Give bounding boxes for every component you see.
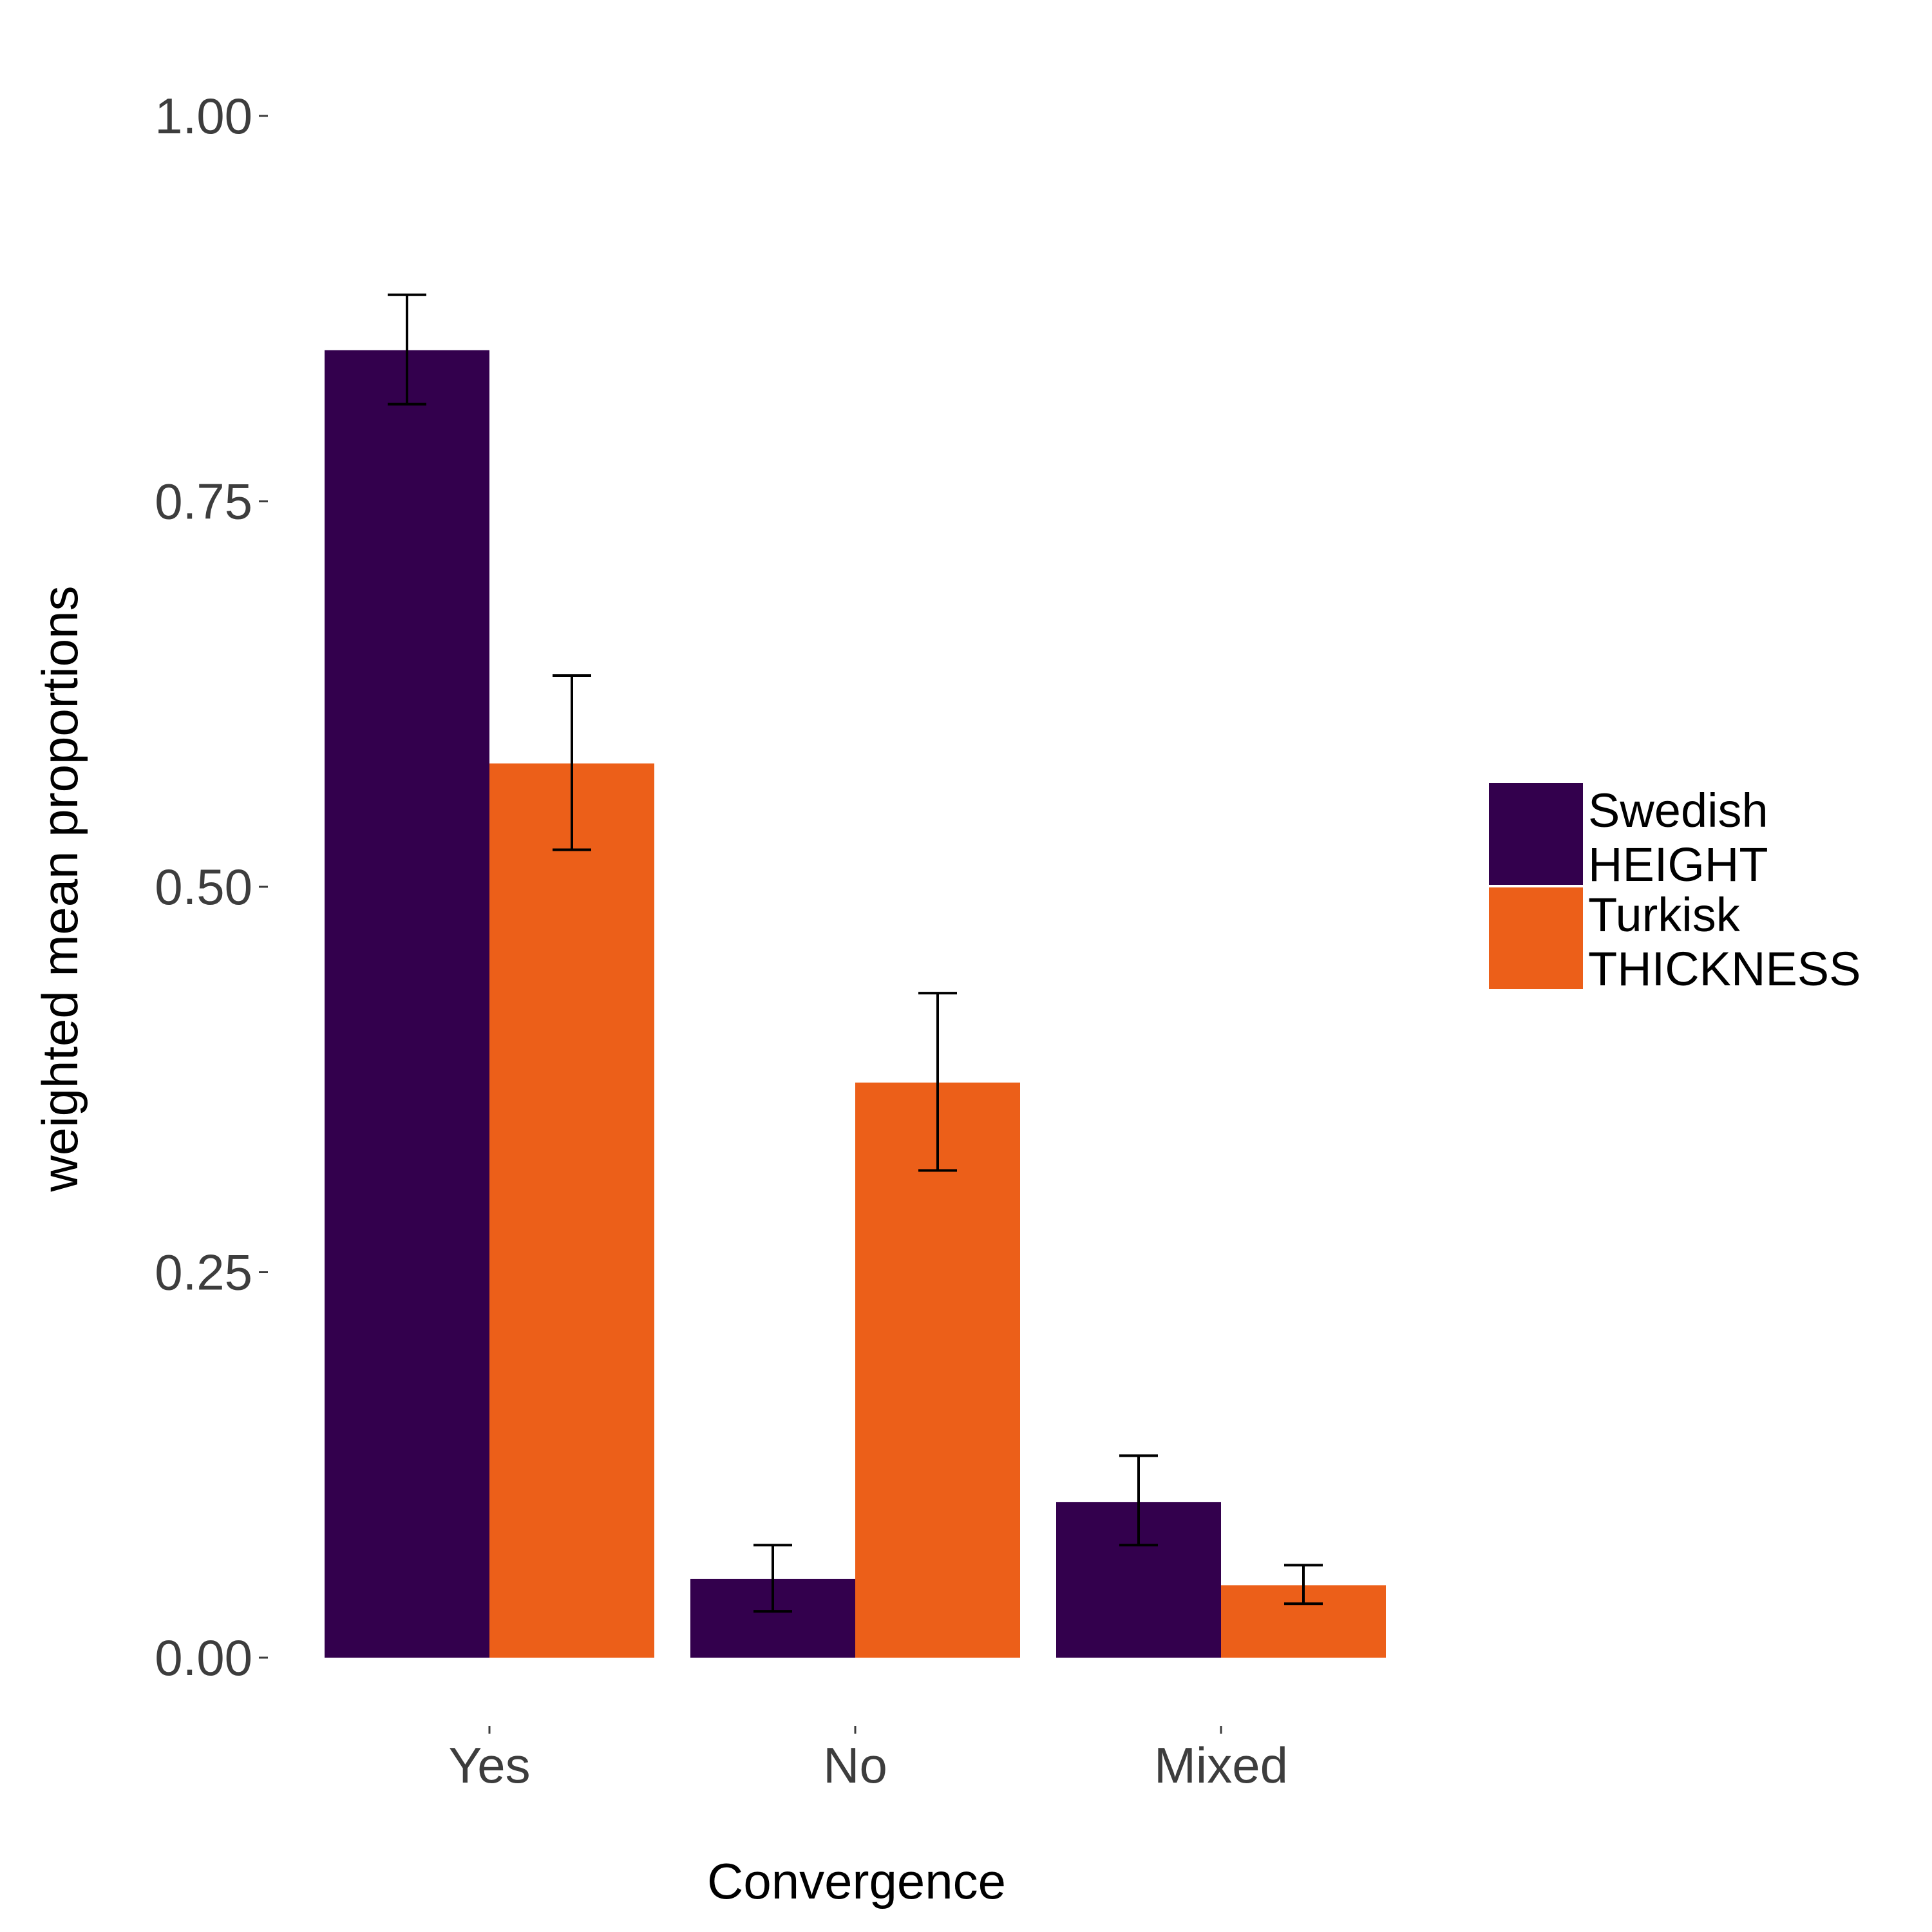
y-tick-label: 0.00 [155, 1629, 252, 1686]
y-tick-label: 0.75 [155, 473, 252, 530]
error-bar-no-series-2 [918, 992, 957, 1172]
x-axis-title: Convergence [707, 1853, 1006, 1909]
x-tick-label-no: No [823, 1737, 887, 1794]
legend-item-1: Swedish HEIGHT [1489, 783, 1768, 891]
legend-label-line: Turkisk [1588, 888, 1741, 942]
error-bar-yes-series-2 [553, 674, 591, 851]
legend-key-2 [1489, 887, 1583, 989]
y-tick-label: 0.50 [155, 858, 252, 915]
x-tick-label-yes: Yes [448, 1737, 530, 1794]
y-axis: 0.00 0.25 0.50 0.75 1.00 [155, 88, 268, 1686]
legend-label-line: HEIGHT [1588, 838, 1768, 891]
bar-yes-series-1 [325, 350, 489, 1658]
x-tick-label-mixed: Mixed [1154, 1737, 1288, 1794]
bars-layer [325, 350, 1386, 1658]
legend-label-2: Turkisk THICKNESS [1588, 888, 1861, 996]
error-bar-mixed-series-1 [1119, 1454, 1158, 1547]
legend-item-2: Turkisk THICKNESS [1489, 887, 1861, 996]
legend-label-line: THICKNESS [1588, 942, 1861, 996]
y-tick-label: 1.00 [155, 88, 252, 144]
error-bars-layer [388, 293, 1323, 1613]
y-tick-label: 0.25 [155, 1244, 252, 1301]
bar-yes-series-2 [489, 763, 654, 1658]
legend-label-1: Swedish HEIGHT [1588, 784, 1768, 891]
error-bar-mixed-series-2 [1284, 1564, 1323, 1605]
error-bar-yes-series-1 [388, 293, 426, 406]
legend-key-1 [1489, 783, 1583, 885]
error-bar-no-series-1 [753, 1544, 792, 1613]
y-axis-title: weighted mean proportions [32, 586, 88, 1193]
bar-no-series-2 [855, 1083, 1020, 1658]
x-axis: Yes No Mixed [448, 1726, 1288, 1794]
legend-label-line: Swedish [1588, 784, 1768, 837]
